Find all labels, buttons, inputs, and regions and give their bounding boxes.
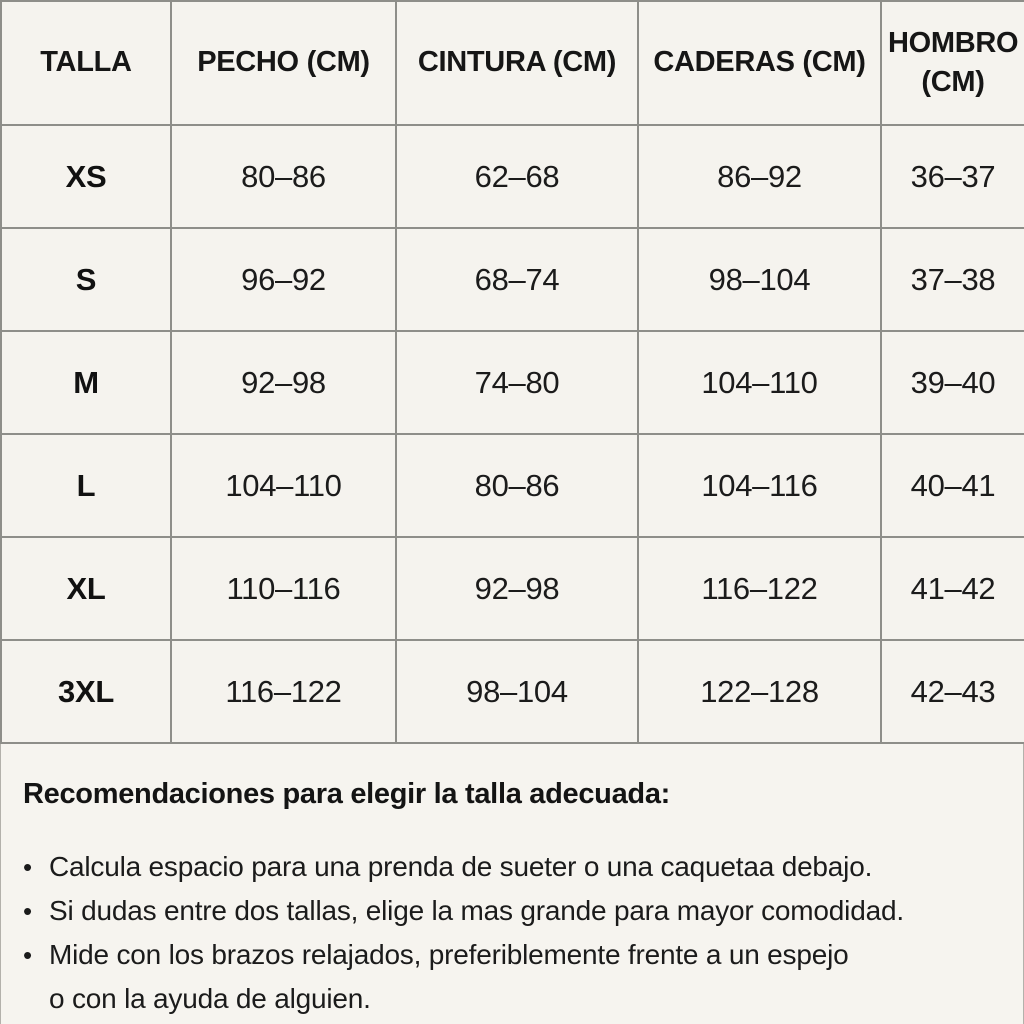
cell-cintura: 80–86 bbox=[395, 433, 639, 538]
cell-cintura: 68–74 bbox=[395, 227, 639, 332]
cell-caderas: 116–122 bbox=[637, 536, 882, 641]
bullet-icon: • bbox=[23, 896, 32, 926]
cell-caderas: 122–128 bbox=[637, 639, 882, 744]
column-header-caderas: CADERAS (CM) bbox=[637, 0, 882, 126]
cell-caderas: 98–104 bbox=[637, 227, 882, 332]
recommendations-section: Recomendaciones para elegir la talla ade… bbox=[0, 744, 1024, 1024]
size-label: XL bbox=[0, 536, 172, 641]
cell-hombro: 42–43 bbox=[880, 639, 1024, 744]
list-item: • Mide con los brazos relajados, preferi… bbox=[23, 933, 999, 1021]
cell-pecho: 116–122 bbox=[170, 639, 397, 744]
size-label: L bbox=[0, 433, 172, 538]
table-row-xs: XS 80–86 62–68 86–92 36–37 bbox=[0, 124, 1024, 229]
cell-caderas: 86–92 bbox=[637, 124, 882, 229]
cell-pecho: 110–116 bbox=[170, 536, 397, 641]
recommendation-text: Mide con los brazos relajados, preferibl… bbox=[49, 939, 849, 1014]
recommendations-heading: Recomendaciones para elegir la talla ade… bbox=[23, 778, 671, 810]
cell-pecho: 80–86 bbox=[170, 124, 397, 229]
cell-pecho: 96–92 bbox=[170, 227, 397, 332]
cell-pecho: 92–98 bbox=[170, 330, 397, 435]
size-label: XS bbox=[0, 124, 172, 229]
size-label: S bbox=[0, 227, 172, 332]
cell-cintura: 92–98 bbox=[395, 536, 639, 641]
size-chart-table: TALLA PECHO (CM) CINTURA (CM) CADERAS (C… bbox=[0, 0, 1024, 744]
cell-hombro: 40–41 bbox=[880, 433, 1024, 538]
cell-cintura: 62–68 bbox=[395, 124, 639, 229]
size-label: 3XL bbox=[0, 639, 172, 744]
table-row-xl: XL 110–116 92–98 116–122 41–42 bbox=[0, 536, 1024, 641]
cell-pecho: 104–110 bbox=[170, 433, 397, 538]
cell-cintura: 74–80 bbox=[395, 330, 639, 435]
column-header-pecho: PECHO (CM) bbox=[170, 0, 397, 126]
cell-caderas: 104–110 bbox=[637, 330, 882, 435]
recommendation-text: Si dudas entre dos tallas, elige la mas … bbox=[49, 895, 904, 926]
cell-hombro: 36–37 bbox=[880, 124, 1024, 229]
cell-hombro: 41–42 bbox=[880, 536, 1024, 641]
list-item: • Calcula espacio para una prenda de sue… bbox=[23, 845, 999, 889]
table-row-l: L 104–110 80–86 104–116 40–41 bbox=[0, 433, 1024, 538]
table-row-s: S 96–92 68–74 98–104 37–38 bbox=[0, 227, 1024, 332]
bullet-icon: • bbox=[23, 852, 32, 882]
column-header-cintura: CINTURA (CM) bbox=[395, 0, 639, 126]
column-header-hombro: HOMBRO (CM) bbox=[880, 0, 1024, 126]
recommendations-list: • Calcula espacio para una prenda de sue… bbox=[23, 845, 999, 1021]
cell-cintura: 98–104 bbox=[395, 639, 639, 744]
column-header-talla: TALLA bbox=[0, 0, 172, 126]
recommendation-text: Calcula espacio para una prenda de suete… bbox=[49, 851, 873, 882]
bullet-icon: • bbox=[23, 940, 32, 970]
table-header-row: TALLA PECHO (CM) CINTURA (CM) CADERAS (C… bbox=[0, 0, 1024, 126]
table-row-3xl: 3XL 116–122 98–104 122–128 42–43 bbox=[0, 639, 1024, 744]
list-item: • Si dudas entre dos tallas, elige la ma… bbox=[23, 889, 999, 933]
cell-hombro: 39–40 bbox=[880, 330, 1024, 435]
cell-hombro: 37–38 bbox=[880, 227, 1024, 332]
cell-caderas: 104–116 bbox=[637, 433, 882, 538]
table-row-m: M 92–98 74–80 104–110 39–40 bbox=[0, 330, 1024, 435]
size-label: M bbox=[0, 330, 172, 435]
